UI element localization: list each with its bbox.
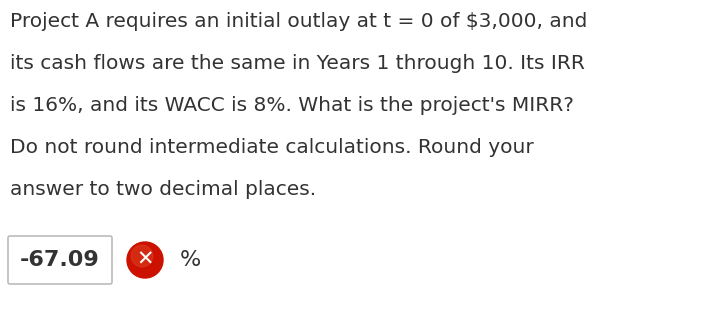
Circle shape: [127, 242, 163, 278]
Text: answer to two decimal places.: answer to two decimal places.: [10, 180, 316, 199]
FancyBboxPatch shape: [8, 236, 112, 284]
Circle shape: [131, 245, 153, 267]
Text: Do not round intermediate calculations. Round your: Do not round intermediate calculations. …: [10, 138, 534, 157]
Text: its cash flows are the same in Years 1 through 10. Its IRR: its cash flows are the same in Years 1 t…: [10, 54, 585, 73]
Text: is 16%, and its WACC is 8%. What is the project's MIRR?: is 16%, and its WACC is 8%. What is the …: [10, 96, 574, 115]
Text: ✕: ✕: [136, 250, 154, 270]
Text: -67.09: -67.09: [20, 250, 100, 270]
Text: Project A requires an initial outlay at t = 0 of $3,000, and: Project A requires an initial outlay at …: [10, 12, 588, 31]
Text: %: %: [180, 250, 202, 270]
